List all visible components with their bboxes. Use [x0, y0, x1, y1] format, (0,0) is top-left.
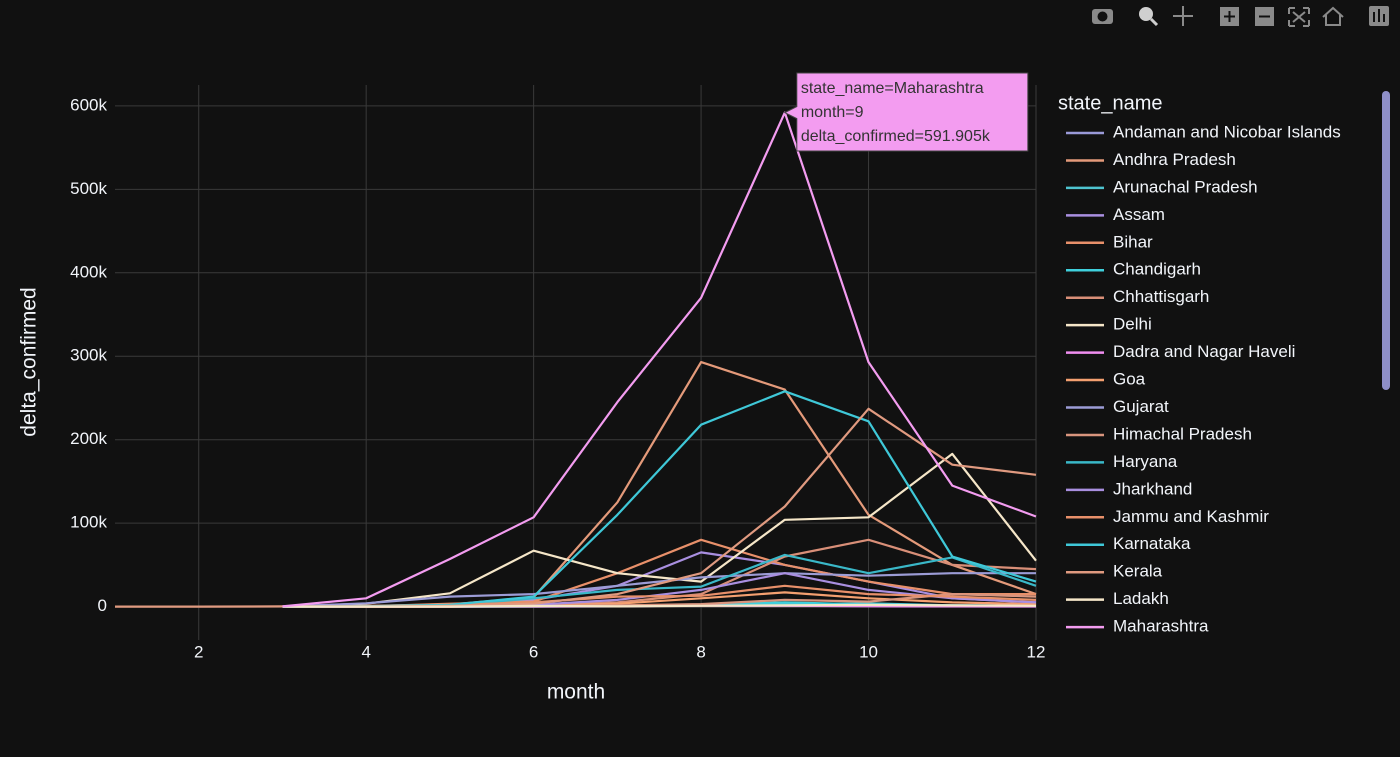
- legend-label: Assam: [1113, 205, 1165, 224]
- legend-item[interactable]: Goa: [1066, 370, 1146, 389]
- legend-item[interactable]: Arunachal Pradesh: [1066, 177, 1258, 196]
- y-axis-title: delta_confirmed: [18, 287, 41, 436]
- y-tick-label: 600k: [70, 95, 107, 114]
- legend-label: Kerala: [1113, 562, 1163, 581]
- legend-label: Jammu and Kashmir: [1113, 507, 1269, 526]
- legend-label: Jharkhand: [1113, 479, 1192, 498]
- legend-item[interactable]: Assam: [1066, 205, 1165, 224]
- legend-label: Goa: [1113, 370, 1146, 389]
- tooltip-box: [783, 72, 1029, 152]
- series-line: [115, 407, 1037, 608]
- y-tick-label: 500k: [70, 179, 107, 198]
- y-tick-label: 300k: [70, 346, 107, 365]
- legend-label: Andaman and Nicobar Islands: [1113, 122, 1341, 141]
- legend-label: Maharashtra: [1113, 617, 1209, 636]
- series-line: [282, 111, 1037, 608]
- legend-label: Arunachal Pradesh: [1113, 177, 1258, 196]
- legend-label: Haryana: [1113, 452, 1178, 471]
- plotly-logo[interactable]: [1369, 6, 1389, 26]
- x-tick-label: 6: [529, 642, 538, 661]
- legend-item[interactable]: Karnataka: [1066, 534, 1191, 553]
- x-axis-title: month: [547, 681, 605, 704]
- tooltip-line: state_name=Maharashtra: [801, 80, 984, 97]
- legend-item[interactable]: Kerala: [1066, 562, 1163, 581]
- legend: state_name Andaman and Nicobar Islands An…: [1058, 91, 1390, 636]
- y-tick-label: 400k: [70, 262, 107, 281]
- legend-label: Dadra and Nagar Haveli: [1113, 342, 1295, 361]
- legend-label: Ladakh: [1113, 589, 1169, 608]
- legend-item[interactable]: Andaman and Nicobar Islands: [1066, 122, 1341, 141]
- series-line: [282, 603, 1037, 608]
- legend-label: Himachal Pradesh: [1113, 424, 1252, 443]
- series-line: [282, 572, 1036, 608]
- modebar: [1092, 6, 1389, 27]
- y-tick-label: 0: [98, 596, 107, 615]
- plot-area: [115, 111, 1037, 608]
- legend-title: state_name: [1058, 92, 1163, 114]
- legend-label: Karnataka: [1113, 534, 1191, 553]
- x-tick-label: 2: [194, 642, 203, 661]
- legend-item[interactable]: Maharashtra: [1066, 617, 1209, 636]
- legend-label: Chhattisgarh: [1113, 287, 1209, 306]
- zoom-out-button[interactable]: [1255, 7, 1274, 26]
- legend-item[interactable]: Jharkhand: [1066, 479, 1192, 498]
- legend-item[interactable]: Chandigarh: [1066, 260, 1201, 279]
- legend-item[interactable]: Himachal Pradesh: [1066, 424, 1252, 443]
- camera-button[interactable]: [1092, 9, 1113, 24]
- x-tick-label: 4: [361, 642, 370, 661]
- zoom-button[interactable]: [1139, 7, 1159, 27]
- legend-label: Bihar: [1113, 232, 1153, 251]
- legend-item[interactable]: Jammu and Kashmir: [1066, 507, 1269, 526]
- legend-item[interactable]: Ladakh: [1066, 589, 1169, 608]
- y-tick-label: 200k: [70, 429, 107, 448]
- legend-item[interactable]: Chhattisgarh: [1066, 287, 1209, 306]
- pan-button[interactable]: [1173, 6, 1193, 26]
- series-line: [282, 452, 1037, 608]
- legend-item[interactable]: Andhra Pradesh: [1066, 150, 1236, 169]
- x-tick-label: 12: [1027, 642, 1046, 661]
- legend-label: Andhra Pradesh: [1113, 150, 1236, 169]
- legend-label: Gujarat: [1113, 397, 1169, 416]
- tooltip: state_name=Maharashtra month=9 delta_confi…: [783, 72, 1029, 152]
- legend-item[interactable]: Delhi: [1066, 315, 1152, 334]
- axes: month delta_confirmed 2 4 6 8 10 12 0 100k 200k 3…: [18, 95, 1046, 703]
- tooltip-line: month=9: [801, 104, 864, 121]
- legend-item[interactable]: Bihar: [1066, 232, 1153, 251]
- legend-label: Chandigarh: [1113, 260, 1201, 279]
- legend-label: Delhi: [1113, 315, 1152, 334]
- legend-item[interactable]: Dadra and Nagar Haveli: [1066, 342, 1295, 361]
- reset-button[interactable]: [1322, 6, 1344, 26]
- legend-scrollbar[interactable]: [1382, 91, 1390, 390]
- legend-item[interactable]: Gujarat: [1066, 397, 1169, 416]
- autoscale-button[interactable]: [1288, 7, 1310, 27]
- zoom-in-button[interactable]: [1220, 7, 1239, 26]
- legend-item[interactable]: Haryana: [1066, 452, 1178, 471]
- x-tick-label: 10: [859, 642, 878, 661]
- x-tick-label: 8: [696, 642, 705, 661]
- tooltip-line: delta_confirmed=591.905k: [801, 128, 991, 145]
- y-tick-label: 100k: [70, 513, 107, 532]
